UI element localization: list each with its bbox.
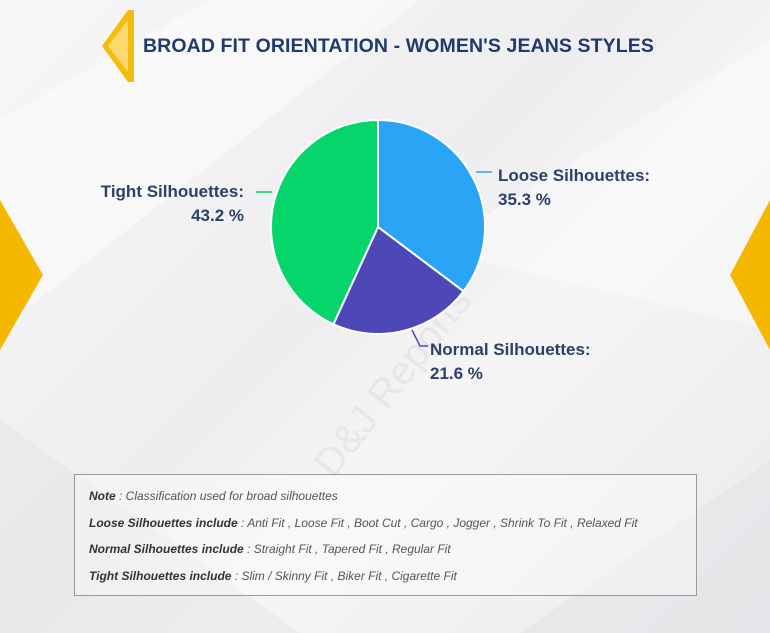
note-box: Note : Classification used for broad sil… xyxy=(74,474,697,596)
note-line-loose: Loose Silhouettes include : Anti Fit , L… xyxy=(89,515,638,530)
pie-slice-tight-silhouettes xyxy=(270,118,379,326)
slice-value-normal-silhouettes: 21.6 % xyxy=(430,364,483,383)
note-line-normal: Normal Silhouettes include : Straight Fi… xyxy=(89,542,451,556)
left-arrow-decoration xyxy=(0,200,43,350)
note-line-tight: Tight Silhouettes include : Slim / Skinn… xyxy=(89,568,457,583)
pie-slice-loose-silhouettes xyxy=(377,118,486,293)
slice-label-loose-silhouettes: Loose Silhouettes: xyxy=(498,166,650,185)
page-title: BROAD FIT ORIENTATION - WOMEN'S JEANS ST… xyxy=(143,35,654,57)
note-line-classification: Note : Classification used for broad sil… xyxy=(89,489,338,503)
right-arrow-decoration xyxy=(730,200,770,350)
slice-value-tight-silhouettes: 43.2 % xyxy=(191,206,244,225)
slice-label-tight-silhouettes: Tight Silhouettes: xyxy=(101,182,244,201)
slice-value-loose-silhouettes: 35.3 % xyxy=(498,190,551,209)
leader-line-normal-silhouettes xyxy=(411,329,428,347)
slice-label-normal-silhouettes: Normal Silhouettes: xyxy=(430,340,591,359)
chevron-left-icon xyxy=(102,10,134,82)
